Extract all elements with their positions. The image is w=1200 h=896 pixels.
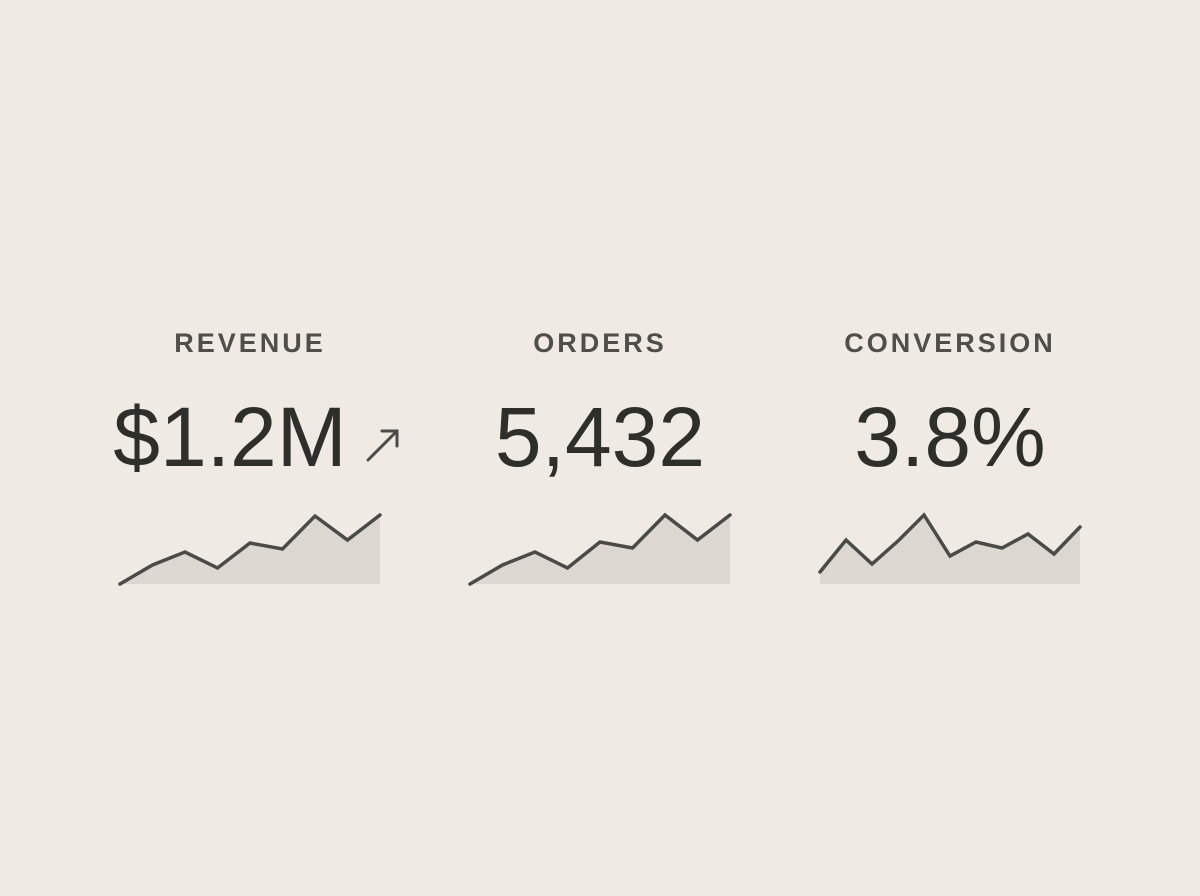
sparkline-area: [120, 515, 380, 584]
sparkline-line: [818, 512, 1082, 574]
kpi-value: $1.2M: [113, 390, 346, 484]
sparkline-line: [468, 512, 732, 586]
kpi-value: 3.8%: [854, 390, 1045, 484]
sparkline-area: [820, 515, 1080, 584]
sparkline-line: [118, 513, 382, 586]
kpi-label: CONVERSION: [844, 328, 1056, 358]
sparkline-area: [470, 515, 730, 584]
trend-arrow: [366, 429, 399, 462]
kpi-label: REVENUE: [174, 328, 326, 358]
kpi-value: 5,432: [495, 390, 705, 484]
kpi-label: ORDERS: [533, 328, 667, 358]
